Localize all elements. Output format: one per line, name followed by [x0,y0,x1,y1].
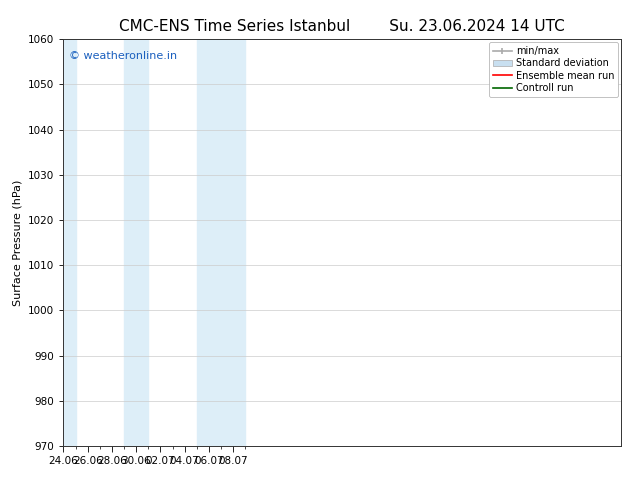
Bar [63,39,75,446]
Legend: min/max, Standard deviation, Ensemble mean run, Controll run: min/max, Standard deviation, Ensemble me… [489,42,618,97]
Bar [124,39,148,446]
Text: © weatheronline.in: © weatheronline.in [69,51,177,61]
Title: CMC-ENS Time Series Istanbul        Su. 23.06.2024 14 UTC: CMC-ENS Time Series Istanbul Su. 23.06.2… [119,19,566,34]
Bar [197,39,245,446]
Y-axis label: Surface Pressure (hPa): Surface Pressure (hPa) [13,179,23,306]
